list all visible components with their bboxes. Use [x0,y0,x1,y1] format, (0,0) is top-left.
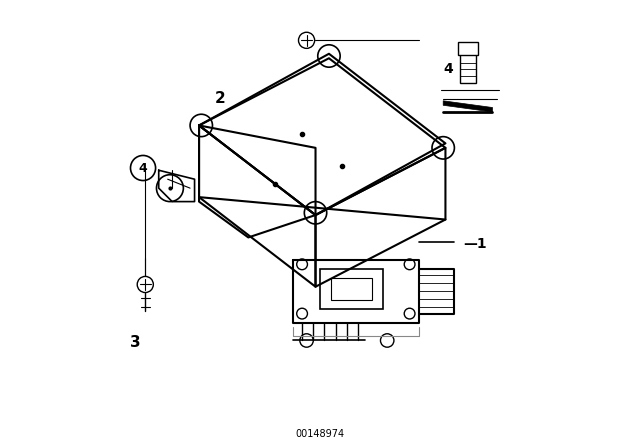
Polygon shape [443,101,493,112]
Text: 00148974: 00148974 [296,429,344,439]
Circle shape [298,32,315,48]
Text: —1: —1 [463,237,487,251]
Circle shape [137,276,154,293]
FancyBboxPatch shape [458,42,477,55]
Text: 4: 4 [443,62,453,77]
Text: 2: 2 [215,91,225,106]
Text: 3: 3 [130,335,140,350]
FancyBboxPatch shape [460,54,476,83]
Text: 4: 4 [139,162,147,175]
